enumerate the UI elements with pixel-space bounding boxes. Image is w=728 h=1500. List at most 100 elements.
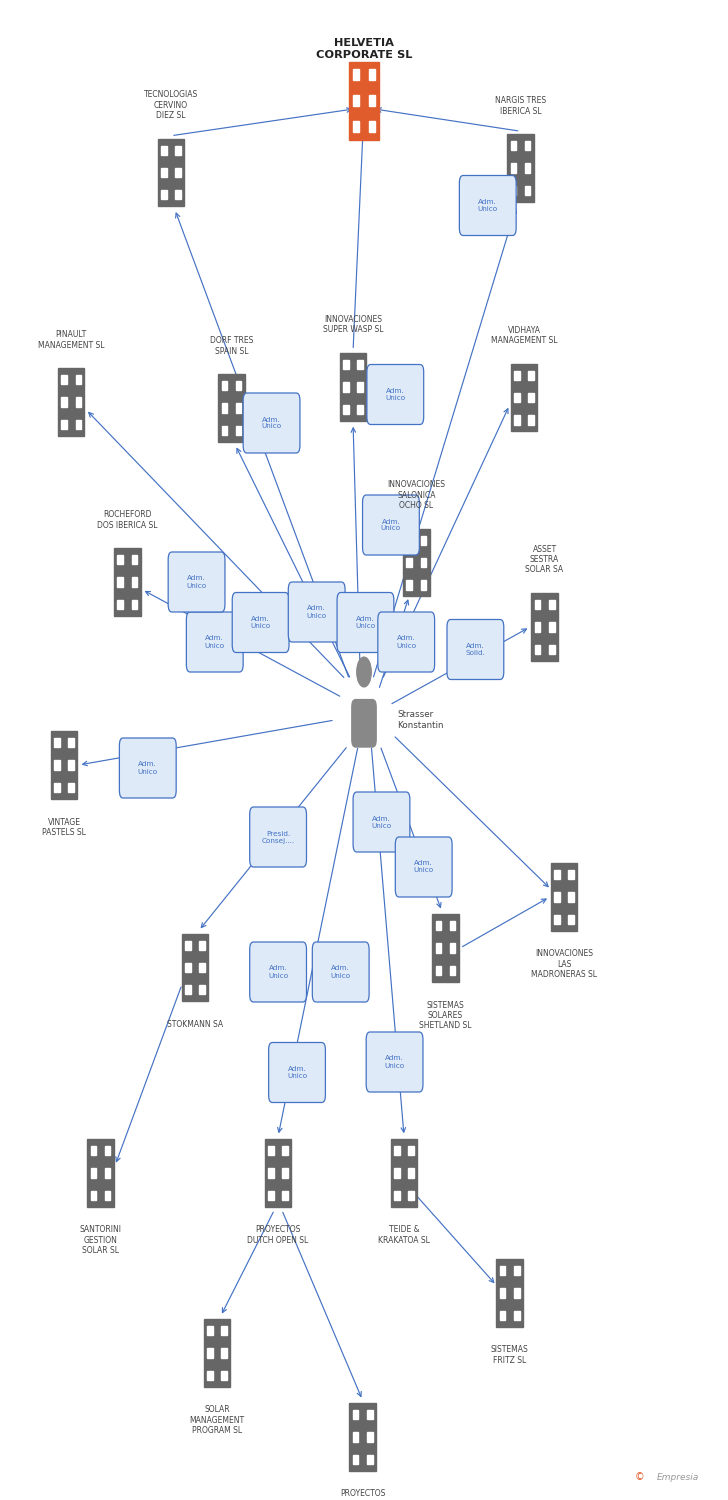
- Bar: [114, 549, 141, 615]
- Bar: [529, 416, 534, 424]
- Bar: [207, 1348, 213, 1358]
- Bar: [218, 375, 245, 441]
- Text: Presid.
Consej....: Presid. Consej....: [261, 831, 295, 843]
- Bar: [421, 580, 427, 590]
- Text: ROCHEFORD
DOS IBERICA SL: ROCHEFORD DOS IBERICA SL: [97, 510, 158, 530]
- Text: INNOVACIONES
SUPER WASP SL: INNOVACIONES SUPER WASP SL: [323, 315, 384, 334]
- Text: Empresia: Empresia: [657, 1473, 699, 1482]
- Bar: [569, 892, 574, 902]
- Bar: [514, 1266, 520, 1275]
- Bar: [51, 732, 77, 798]
- Text: INNOVACIONES
SALONICA
OCHO SL: INNOVACIONES SALONICA OCHO SL: [387, 480, 446, 510]
- Text: HELVETIA
CORPORATE SL: HELVETIA CORPORATE SL: [316, 39, 412, 60]
- Bar: [352, 1455, 358, 1464]
- Text: Adm.
Unico: Adm. Unico: [138, 762, 158, 774]
- Bar: [199, 963, 205, 972]
- Bar: [408, 1146, 414, 1155]
- FancyBboxPatch shape: [352, 699, 376, 747]
- Bar: [352, 1410, 358, 1419]
- Bar: [221, 1371, 227, 1380]
- Text: TEIDE &
KRAKATOA SL: TEIDE & KRAKATOA SL: [378, 1226, 430, 1245]
- Bar: [175, 168, 181, 177]
- Bar: [406, 580, 412, 590]
- Text: INNOVACIONES
LAS
MADRONERAS SL: INNOVACIONES LAS MADRONERAS SL: [531, 950, 597, 980]
- Bar: [569, 915, 574, 924]
- Bar: [357, 382, 363, 392]
- Bar: [87, 1140, 114, 1206]
- Bar: [76, 375, 82, 384]
- Bar: [221, 1348, 227, 1358]
- Bar: [549, 600, 555, 609]
- Text: SISTEMAS
FRITZ SL: SISTEMAS FRITZ SL: [491, 1346, 529, 1365]
- Bar: [199, 940, 205, 950]
- Text: Adm.
Unico: Adm. Unico: [331, 966, 351, 978]
- Bar: [221, 381, 227, 390]
- Bar: [353, 69, 360, 80]
- Bar: [450, 966, 456, 975]
- Text: Adm.
Unico: Adm. Unico: [186, 576, 207, 588]
- Bar: [352, 1432, 358, 1442]
- FancyBboxPatch shape: [250, 807, 306, 867]
- Text: Adm.
Unico: Adm. Unico: [261, 417, 282, 429]
- Text: VINTAGE
PASTELS SL: VINTAGE PASTELS SL: [42, 818, 86, 837]
- FancyBboxPatch shape: [269, 1042, 325, 1102]
- Bar: [221, 404, 227, 412]
- FancyBboxPatch shape: [250, 942, 306, 1002]
- Text: PROYECTOS
SOLARES
MONT-...: PROYECTOS SOLARES MONT-...: [340, 1490, 385, 1500]
- Bar: [132, 555, 138, 564]
- FancyBboxPatch shape: [312, 942, 369, 1002]
- Text: Adm.
Unico: Adm. Unico: [355, 616, 376, 628]
- Text: ASSET
SESTRA
SOLAR SA: ASSET SESTRA SOLAR SA: [526, 544, 563, 574]
- Bar: [221, 1326, 227, 1335]
- Bar: [394, 1191, 400, 1200]
- Bar: [236, 404, 242, 412]
- Text: SOLAR
MANAGEMENT
PROGRAM SL: SOLAR MANAGEMENT PROGRAM SL: [189, 1406, 245, 1435]
- Bar: [90, 1146, 96, 1155]
- Bar: [117, 555, 123, 564]
- Text: VIDHAYA
MANAGEMENT SL: VIDHAYA MANAGEMENT SL: [491, 326, 558, 345]
- Text: Adm.
Unico: Adm. Unico: [268, 966, 288, 978]
- Bar: [61, 420, 67, 429]
- Bar: [265, 1140, 291, 1206]
- Bar: [340, 354, 366, 420]
- Bar: [499, 1266, 505, 1275]
- Bar: [432, 915, 459, 982]
- Text: Adm.
Unico: Adm. Unico: [385, 388, 405, 400]
- Bar: [549, 622, 555, 632]
- Bar: [514, 370, 520, 380]
- Bar: [221, 426, 227, 435]
- Text: Adm.
Unico: Adm. Unico: [384, 1056, 405, 1068]
- Text: Adm.
Unico: Adm. Unico: [306, 606, 327, 618]
- Bar: [368, 94, 375, 106]
- Bar: [510, 141, 516, 150]
- Bar: [76, 420, 82, 429]
- Bar: [175, 146, 181, 154]
- Text: PINAULT
MANAGEMENT SL: PINAULT MANAGEMENT SL: [38, 330, 105, 350]
- Bar: [529, 370, 534, 380]
- Bar: [450, 944, 456, 952]
- Bar: [76, 398, 82, 406]
- Bar: [569, 870, 574, 879]
- FancyBboxPatch shape: [395, 837, 452, 897]
- Bar: [185, 940, 191, 950]
- Bar: [554, 892, 560, 902]
- Text: SANTORINI
GESTION
SOLAR SL: SANTORINI GESTION SOLAR SL: [79, 1226, 122, 1256]
- Bar: [435, 944, 441, 952]
- Bar: [551, 864, 577, 930]
- Bar: [353, 94, 360, 106]
- Bar: [450, 921, 456, 930]
- Bar: [343, 382, 349, 392]
- Bar: [406, 536, 412, 544]
- Bar: [514, 416, 520, 424]
- Text: Adm.
Unico: Adm. Unico: [478, 200, 498, 211]
- Bar: [435, 966, 441, 975]
- FancyBboxPatch shape: [168, 552, 225, 612]
- Text: Adm.
Unico: Adm. Unico: [287, 1066, 307, 1078]
- FancyBboxPatch shape: [378, 612, 435, 672]
- Bar: [204, 1320, 230, 1388]
- Bar: [68, 783, 74, 792]
- Bar: [282, 1146, 288, 1155]
- Text: Adm.
Unico: Adm. Unico: [381, 519, 401, 531]
- FancyBboxPatch shape: [459, 176, 516, 236]
- Bar: [525, 186, 531, 195]
